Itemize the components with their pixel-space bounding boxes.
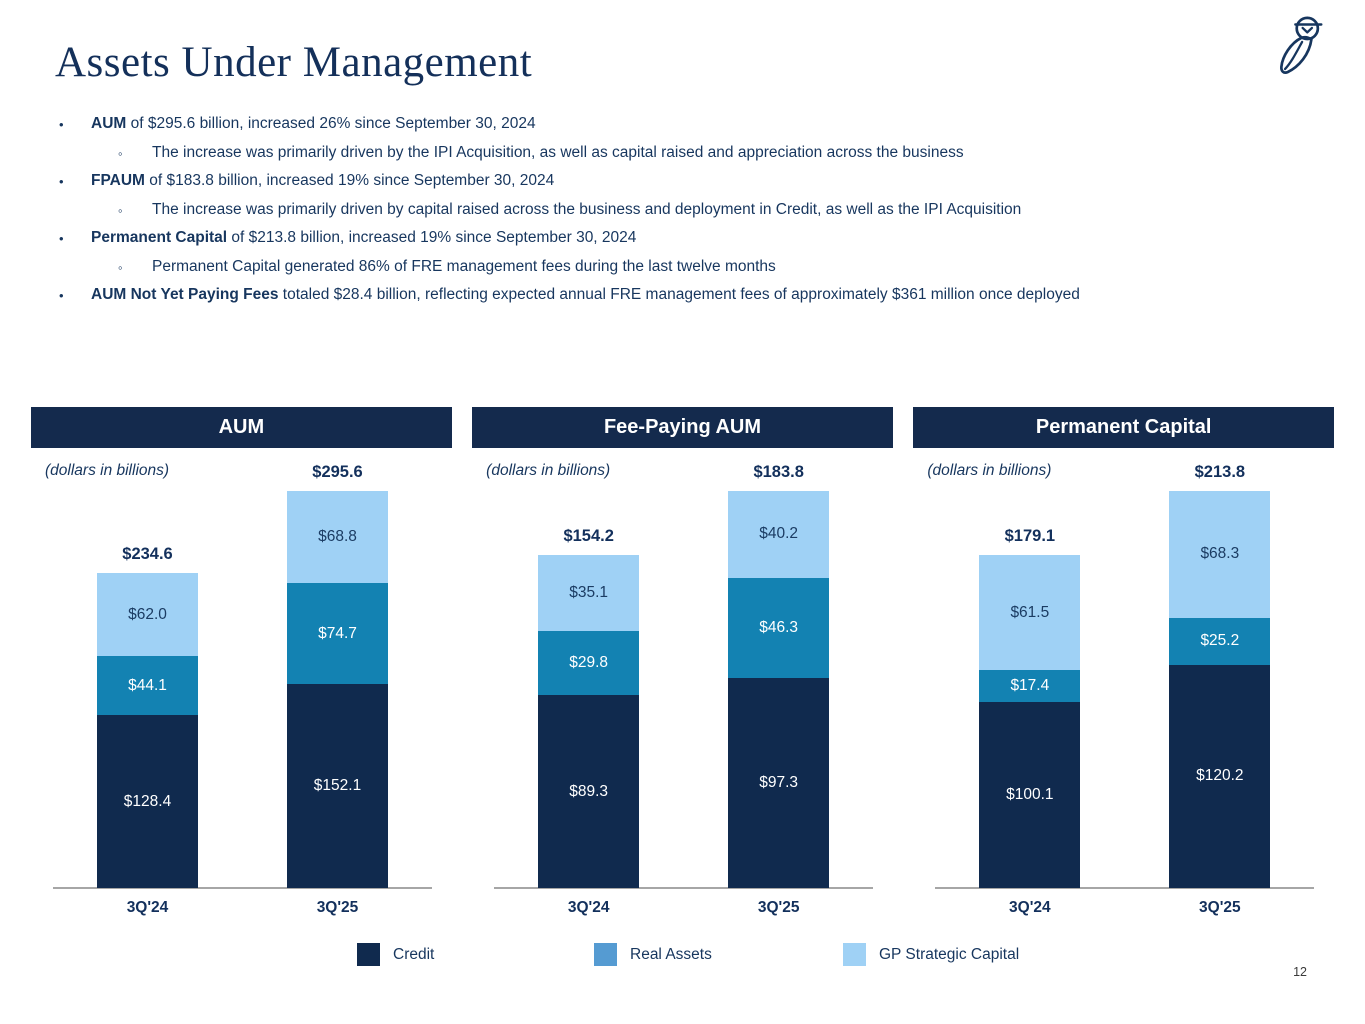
bullet-text: of $295.6 billion, increased 26% since S… (126, 115, 536, 132)
bullet-lead: Permanent Capital (91, 229, 228, 246)
bullet-lead: FPAUM (91, 172, 145, 189)
bar-total-label: $154.2 (563, 526, 614, 545)
x-axis-line (53, 887, 432, 889)
page-number: 12 (1293, 965, 1307, 979)
x-axis-line (935, 887, 1315, 889)
bar-total-label: $295.6 (312, 463, 363, 481)
chart-plot-area: $61.5 $17.4 $100.1 $179.1 3Q'24 $68.3 $25.2 $12… (913, 448, 1334, 916)
bullet-marker: • (59, 174, 64, 189)
x-axis-label: 3Q'25 (1199, 899, 1241, 916)
bar-total-label: $179.1 (1004, 527, 1056, 546)
charts-row: AUM (dollars in billions) $62.0 $44.1 $128.4… (31, 407, 1335, 972)
legend-item-real-assets: Real Assets (594, 943, 712, 966)
bar-total-label: $183.8 (753, 463, 804, 481)
bullet-list: • AUM of $295.6 billion, increased 26% si… (55, 114, 1335, 314)
chart-legend: Credit Real Assets GP Strategic Capital (0, 943, 1365, 969)
x-axis-label: 3Q'25 (316, 899, 359, 916)
bar-segment-credit: $128.4 (97, 715, 198, 888)
stacked-bar: $40.2 $46.3 $97.3 (728, 491, 830, 888)
bar-segment-gp-strategic-capital: $40.2 (728, 491, 830, 578)
x-axis-line (494, 887, 873, 889)
bullet-text: totaled $28.4 billion, reflecting expect… (278, 286, 1080, 303)
bar-segment-real-assets: $44.1 (97, 656, 198, 716)
sub-bullet-marker: ◦ (118, 259, 123, 275)
bar-segment-credit: $97.3 (728, 677, 830, 888)
bullet-item: • AUM of $295.6 billion, increased 26% si… (55, 114, 1335, 134)
x-axis-label: 3Q'24 (567, 899, 610, 916)
legend-label: GP Strategic Capital (879, 945, 1020, 963)
bar-segment-gp-strategic-capital: $68.3 (1169, 491, 1271, 618)
sub-bullet-item: ◦ The increase was primarily driven by th… (55, 143, 1335, 163)
bullet-text: of $213.8 billion, increased 19% since S… (227, 229, 637, 246)
bar-segment-real-assets: $25.2 (1169, 617, 1271, 665)
chart-header: Permanent Capital (913, 407, 1335, 448)
bar-segment-gp-strategic-capital: $68.8 (287, 491, 388, 584)
legend-swatch (357, 943, 380, 966)
legend-label: Credit (393, 945, 435, 963)
sub-bullet-marker: ◦ (118, 202, 123, 218)
legend-label: Real Assets (630, 945, 712, 963)
bar-total-label: $234.6 (122, 544, 173, 563)
sub-bullet-text: The increase was primarily driven by cap… (152, 200, 1022, 218)
x-axis-label: 3Q'24 (126, 899, 169, 916)
bar-segment-real-assets: $17.4 (979, 669, 1081, 702)
bullet-lead: AUM (91, 115, 127, 132)
bullet-item: • FPAUM of $183.8 billion, increased 19% … (55, 171, 1335, 191)
legend-item-gp-strategic-capital: GP Strategic Capital (843, 943, 1019, 966)
chart-permanent-capital: Permanent Capital (dollars in billions) $6… (913, 407, 1335, 972)
bullet-marker: • (59, 117, 64, 132)
bar-segment-real-assets: $74.7 (287, 583, 388, 684)
bullet-item: • Permanent Capital of $213.8 billion, in… (55, 228, 1335, 248)
bullet-lead: AUM Not Yet Paying Fees (91, 286, 279, 303)
bar-segment-gp-strategic-capital: $62.0 (97, 572, 198, 657)
bullet-marker: • (59, 231, 64, 246)
stacked-bar: $62.0 $44.1 $128.4 (97, 572, 198, 888)
stacked-bar: $61.5 $17.4 $100.1 (979, 555, 1081, 888)
bar-segment-credit: $120.2 (1169, 664, 1271, 888)
page-title: Assets Under Management (55, 39, 533, 86)
sub-bullet-marker: ◦ (118, 145, 123, 161)
bar-segment-gp-strategic-capital: $61.5 (979, 555, 1081, 670)
chart-units-note: (dollars in billions) (45, 462, 170, 479)
bar-total-label: $213.8 (1194, 463, 1246, 481)
bullet-text: of $183.8 billion, increased 19% since S… (144, 172, 555, 189)
chart-aum: AUM (dollars in billions) $62.0 $44.1 $128.4… (31, 407, 452, 972)
bar-segment-real-assets: $29.8 (538, 630, 640, 696)
sub-bullet-item: ◦ Permanent Capital generated 86% of FRE … (55, 257, 1335, 277)
sub-bullet-text: The increase was primarily driven by the… (152, 143, 964, 161)
stacked-bar: $68.8 $74.7 $152.1 (287, 491, 388, 888)
bar-segment-real-assets: $46.3 (728, 577, 830, 678)
bullet-marker: • (59, 288, 64, 303)
chart-header: AUM (31, 407, 452, 448)
legend-swatch (843, 943, 866, 966)
stacked-bar: $35.1 $29.8 $89.3 (538, 554, 640, 888)
chart-plot-area: $62.0 $44.1 $128.4 $234.6 3Q'24 $68.8 $74.7 $15… (31, 448, 452, 916)
bar-segment-credit: $100.1 (979, 701, 1081, 888)
legend-item-credit: Credit (357, 943, 434, 966)
sub-bullet-text: Permanent Capital generated 86% of FRE m… (152, 257, 776, 275)
owl-logo-icon (1270, 14, 1328, 76)
sub-bullet-item: ◦ The increase was primarily driven by ca… (55, 200, 1335, 220)
bullet-item: • AUM Not Yet Paying Fees totaled $28.4 b… (55, 285, 1335, 305)
chart-units-note: (dollars in billions) (927, 462, 1052, 479)
legend-swatch (594, 943, 617, 966)
x-axis-label: 3Q'25 (757, 899, 800, 916)
chart-units-note: (dollars in billions) (486, 462, 611, 479)
x-axis-label: 3Q'24 (1009, 899, 1051, 916)
stacked-bar: $68.3 $25.2 $120.2 (1169, 491, 1271, 888)
chart-header: Fee-Paying AUM (472, 407, 893, 448)
chart-fee-paying-aum: Fee-Paying AUM (dollars in billions) $35.1… (472, 407, 893, 972)
chart-plot-area: $35.1 $29.8 $89.3 $154.2 3Q'24 $40.2 $46.3 $97.… (472, 448, 893, 916)
bar-segment-credit: $89.3 (538, 695, 640, 888)
bar-segment-gp-strategic-capital: $35.1 (538, 554, 640, 631)
bar-segment-credit: $152.1 (287, 683, 388, 888)
